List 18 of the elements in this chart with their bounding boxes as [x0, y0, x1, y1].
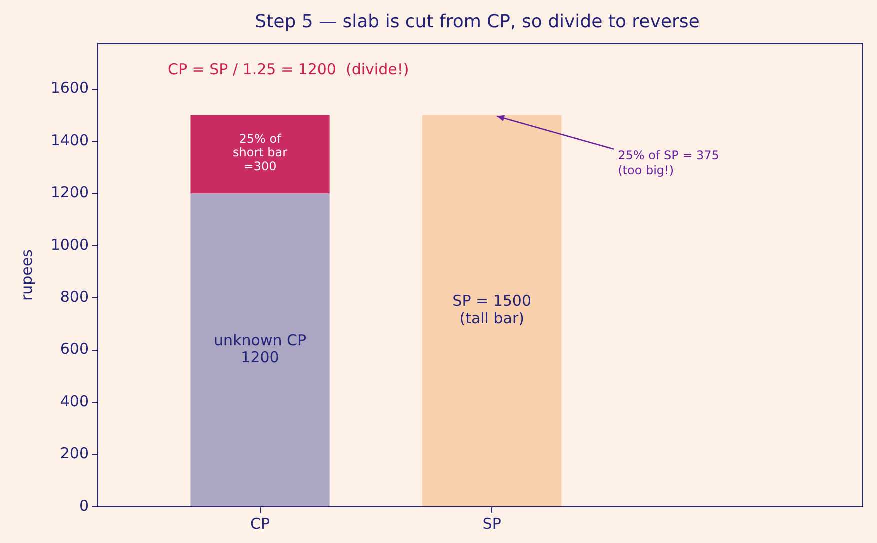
x-tick-label: CP: [250, 514, 270, 533]
y-tick-label: 200: [60, 444, 89, 463]
x-tick-label: SP: [482, 514, 502, 533]
annotation: 25% of SP = 375 (too big!): [618, 148, 720, 178]
data-label: unknown CP 1200: [214, 331, 306, 367]
y-tick-label: 1600: [50, 79, 89, 98]
y-axis-title: rupees: [18, 249, 36, 302]
y-tick-label: 1200: [50, 184, 89, 202]
y-tick-label: 0: [79, 496, 89, 515]
y-tick-label: 1000: [50, 236, 89, 254]
annotation: CP = SP / 1.25 = 1200 (divide!): [168, 60, 410, 78]
data-label: SP = 1500 (tall bar): [452, 292, 532, 328]
y-tick-label: 600: [60, 340, 89, 358]
y-tick-label: 400: [60, 392, 89, 410]
data-label: 25% of short bar =300: [232, 132, 288, 174]
y-tick-label: 1400: [50, 131, 89, 150]
chart-title: Step 5 — slab is cut from CP, so divide to reverse: [255, 11, 700, 32]
y-tick-label: 800: [60, 288, 89, 306]
